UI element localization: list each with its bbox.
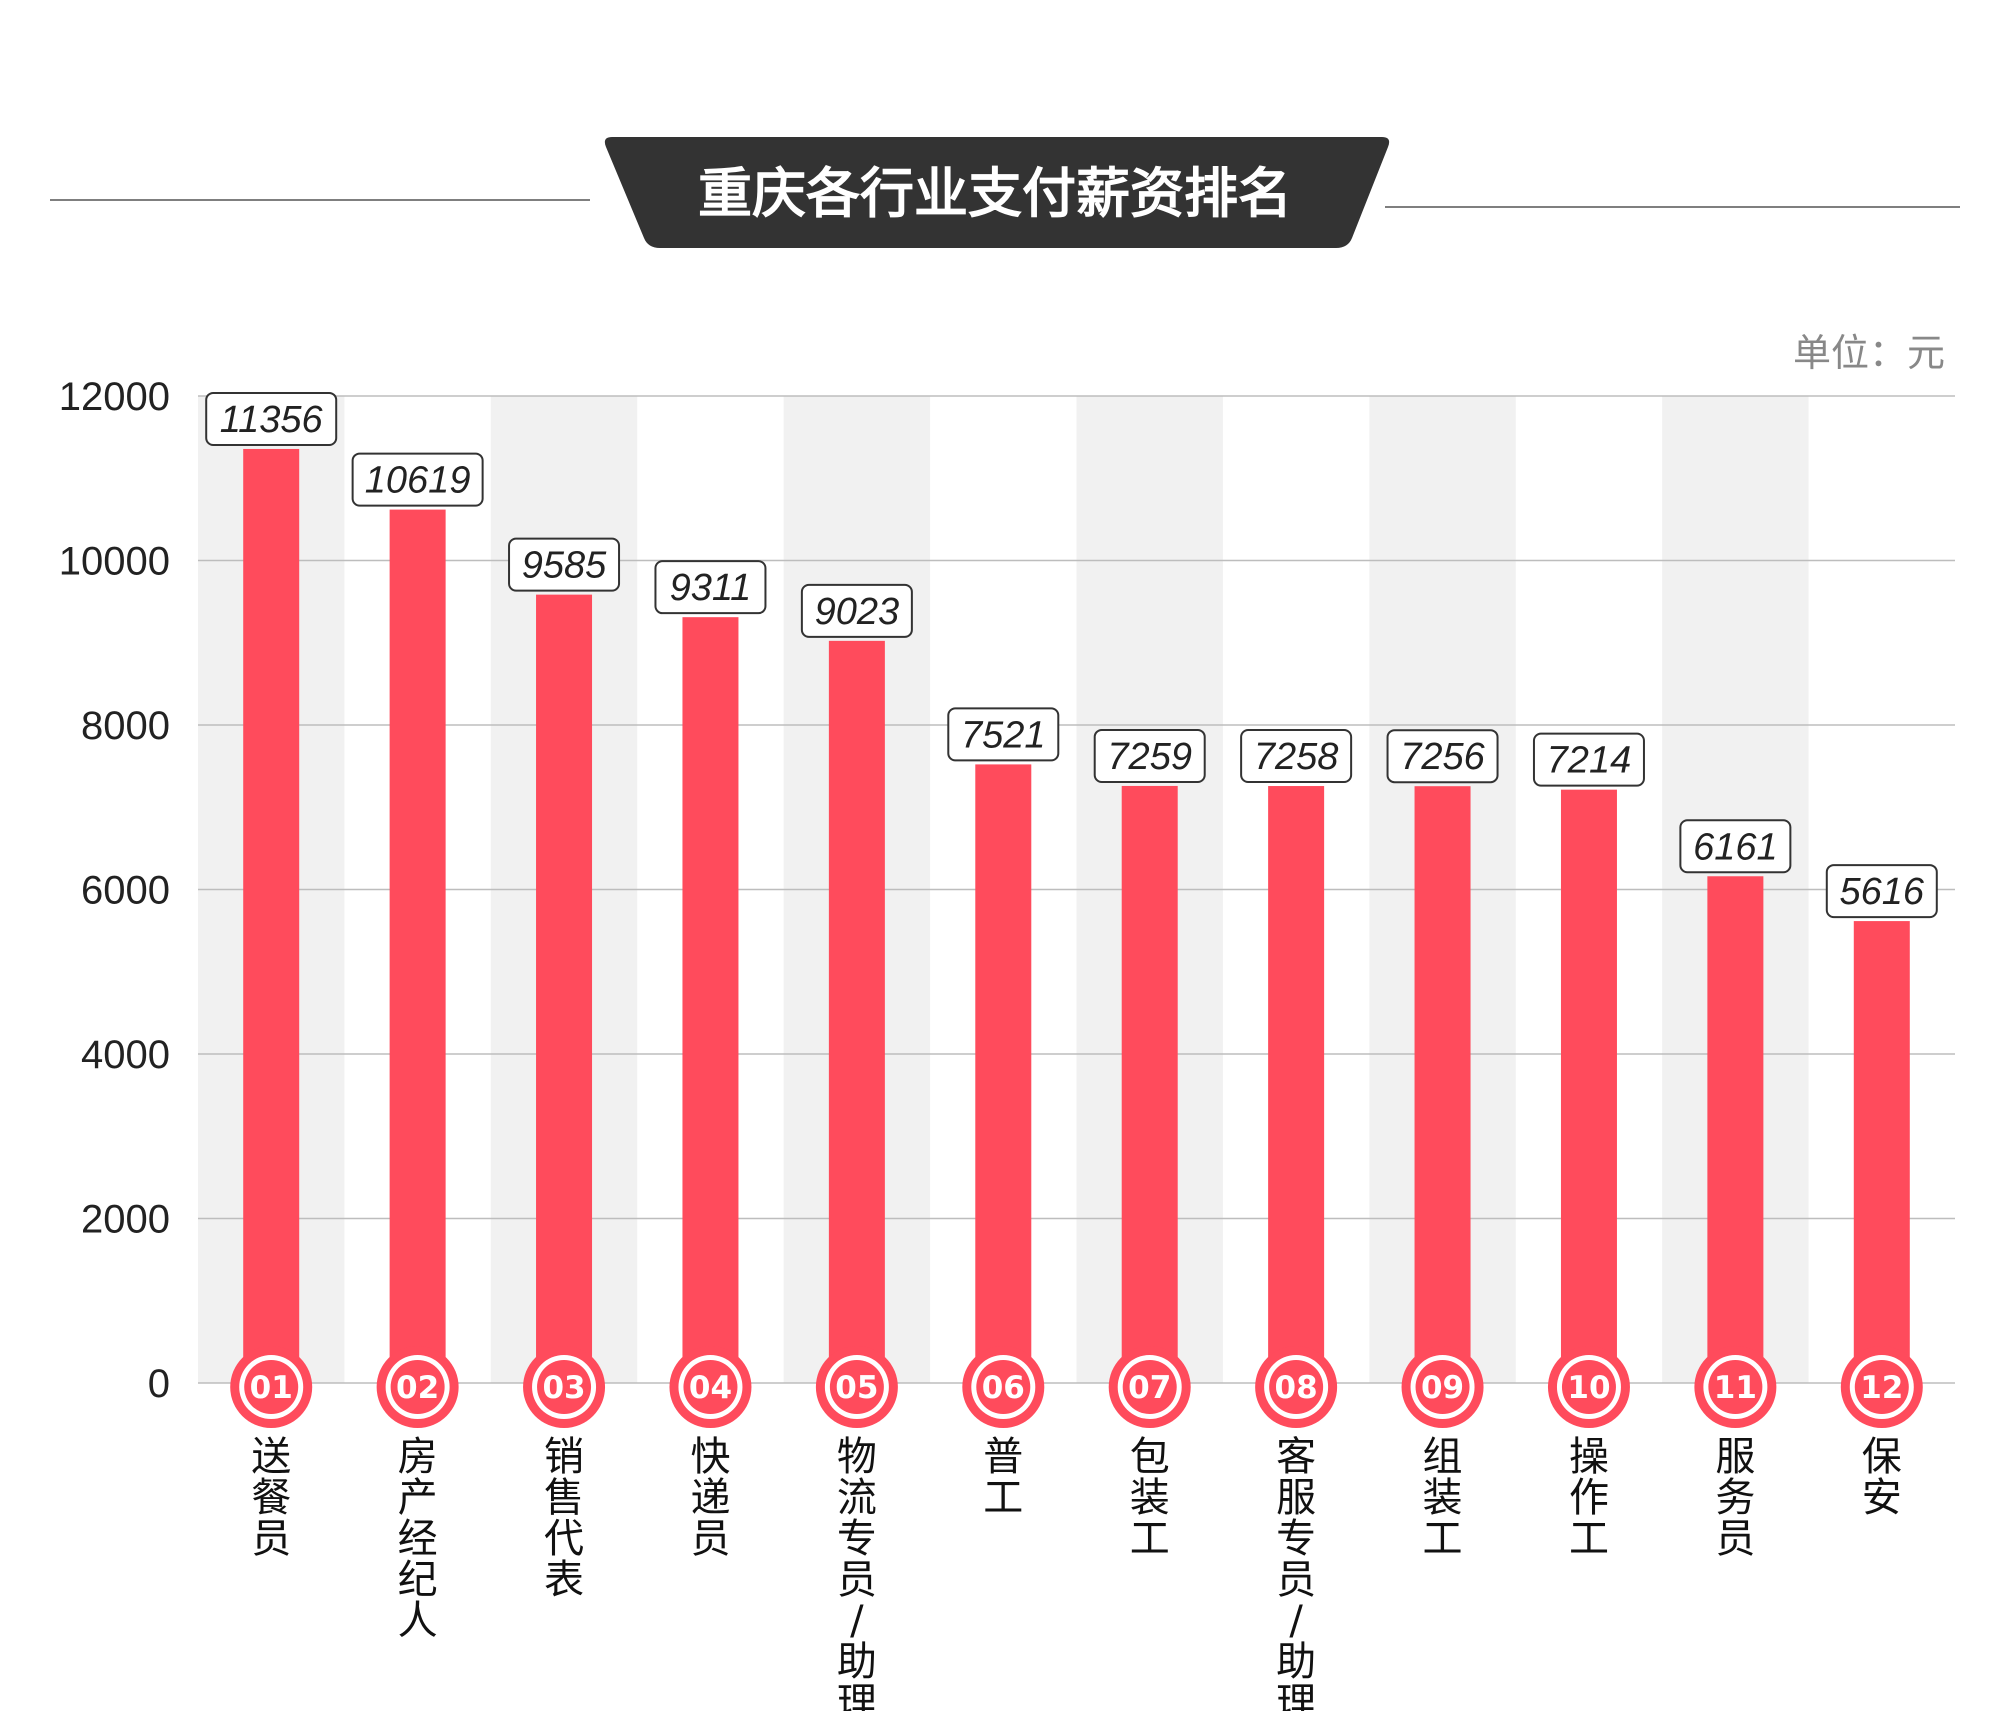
bar	[1853, 921, 1910, 1383]
value-label-box	[1825, 864, 1938, 919]
value-label: 7259	[1107, 736, 1192, 778]
rank-number: 03	[542, 1370, 585, 1406]
value-label: 7521	[961, 714, 1046, 756]
category-label: 物流专员/助理	[837, 1434, 877, 1711]
rank-circle-inner	[537, 1360, 592, 1414]
bar	[1707, 876, 1764, 1383]
bar	[389, 509, 446, 1383]
category-labels: 送餐员 房产经纪人 销售代表 快递员 物流专员/助理 普工 包装工 客服专员/助理 组装工 操作工…	[251, 1434, 1902, 1711]
category-label: 操作工	[1569, 1434, 1609, 1562]
bar	[536, 594, 593, 1383]
value-label: 11356	[220, 399, 324, 441]
category-label: 服务员	[1715, 1434, 1755, 1562]
y-axis: 0 2000 4000 6000 8000 10000 12000	[59, 375, 170, 1406]
category-label: 送餐员	[251, 1434, 291, 1562]
value-label: 7214	[1547, 740, 1632, 782]
rank-circle-inner	[390, 1360, 445, 1414]
rank-number: 08	[1275, 1370, 1318, 1406]
rank-number: 06	[982, 1370, 1025, 1406]
rank-circle-inner	[1708, 1360, 1763, 1414]
rank-number: 11	[1714, 1370, 1757, 1406]
unit-label: 单位：元	[1793, 331, 1945, 375]
rank-circle-inner	[1415, 1360, 1470, 1414]
bar	[1560, 789, 1617, 1383]
value-label: 6161	[1693, 826, 1778, 868]
gridlines	[198, 395, 1955, 1384]
rank-circle-inner	[1122, 1360, 1177, 1414]
y-tick-label: 2000	[81, 1198, 170, 1242]
rank-number: 10	[1567, 1370, 1610, 1406]
value-label: 9023	[815, 591, 900, 633]
rank-circle-inner	[1854, 1360, 1909, 1414]
y-tick-label: 10000	[59, 540, 170, 584]
rank-number: 02	[396, 1370, 439, 1406]
value-label: 7258	[1254, 736, 1339, 778]
value-label-box	[1386, 729, 1499, 784]
chart-header: 重庆各行业支付薪资排名 单位：元	[50, 137, 1960, 375]
y-tick-label: 12000	[59, 375, 170, 419]
y-tick-label: 6000	[81, 869, 170, 913]
value-label-box	[800, 583, 913, 638]
y-tick-label: 4000	[81, 1033, 170, 1077]
bar	[1121, 785, 1178, 1383]
rank-circle-inner	[244, 1360, 299, 1414]
rank-circle-inner	[976, 1360, 1031, 1414]
value-label: 9311	[670, 567, 752, 609]
y-tick-label: 8000	[81, 704, 170, 748]
rank-circles: 01 02 03 04 05 06 07 08 09 10 11 12	[230, 1346, 1923, 1428]
rank-number: 04	[689, 1370, 732, 1406]
value-label-box	[205, 391, 338, 446]
bar	[1268, 786, 1325, 1383]
rank-circle-inner	[1269, 1360, 1324, 1414]
bar	[682, 617, 739, 1383]
bar	[828, 640, 885, 1383]
category-label: 快递员	[690, 1434, 730, 1562]
category-label: 客服专员/助理	[1276, 1434, 1316, 1711]
value-label: 9585	[522, 545, 607, 587]
bar	[975, 764, 1032, 1383]
category-label: 房产经纪人	[398, 1434, 438, 1644]
category-label: 组装工	[1423, 1434, 1463, 1562]
value-label-box	[1532, 732, 1645, 787]
value-label-box	[947, 707, 1060, 762]
category-label: 包装工	[1130, 1434, 1170, 1562]
value-label-box	[1093, 728, 1206, 783]
rank-circle-inner	[683, 1360, 738, 1414]
rank-circle-inner	[1561, 1360, 1616, 1414]
value-label: 10619	[365, 460, 471, 502]
bars	[243, 448, 1910, 1383]
bar	[243, 448, 300, 1383]
category-label: 普工	[983, 1434, 1023, 1521]
category-label: 销售代表	[544, 1434, 584, 1603]
bar	[1414, 786, 1471, 1383]
rank-number: 12	[1860, 1370, 1903, 1406]
value-label: 7256	[1400, 736, 1485, 778]
rank-number: 01	[250, 1370, 293, 1406]
y-tick-label: 0	[148, 1362, 170, 1406]
value-label-box	[1679, 819, 1792, 874]
rank-number: 05	[835, 1370, 878, 1406]
value-label: 5616	[1840, 871, 1925, 913]
value-label-box	[1240, 729, 1353, 784]
value-label-box	[508, 537, 621, 592]
category-label: 保安	[1862, 1434, 1902, 1521]
rank-number: 09	[1421, 1370, 1464, 1406]
value-label-box	[654, 560, 767, 615]
chart-title: 重庆各行业支付薪资排名	[698, 162, 1292, 225]
rank-number: 07	[1128, 1370, 1171, 1406]
rank-circle-inner	[829, 1360, 884, 1414]
value-labels: 11356 10619 9585 9311 9023 7521 7259 7258 7256 72…	[205, 391, 1938, 919]
title-banner	[604, 137, 1390, 248]
value-label-box	[351, 452, 484, 507]
